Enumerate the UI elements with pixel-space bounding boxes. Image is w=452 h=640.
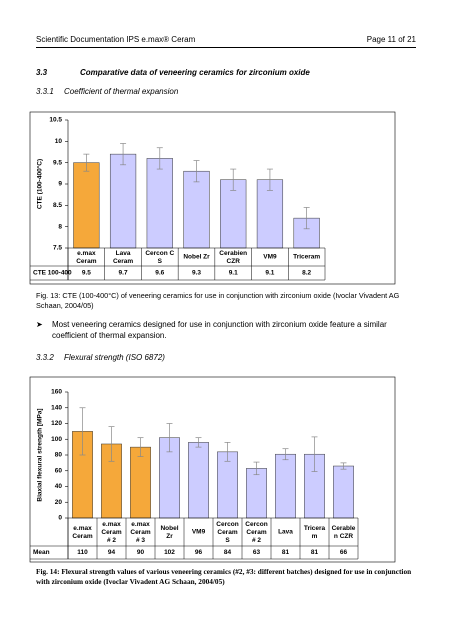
x-tick-label: VM9 xyxy=(263,254,277,261)
value-label: 81 xyxy=(282,549,290,556)
x-tick-label: e.max Ceram # 2 xyxy=(101,521,121,544)
bar xyxy=(146,158,173,249)
x-tick-label: Nobel Zr xyxy=(160,525,178,540)
value-label: 9.7 xyxy=(119,270,128,277)
chart-frame xyxy=(29,111,396,285)
x-tick-label: Cerabien CZR xyxy=(219,250,247,265)
section-number: 3.3 xyxy=(36,68,48,77)
subsection-title: Flexural strength (ISO 6872) xyxy=(64,353,165,362)
x-tick-label: Cerable n CZR xyxy=(332,525,356,540)
bar xyxy=(246,468,267,519)
value-label: 63 xyxy=(253,549,261,556)
value-label: 8.2 xyxy=(302,270,311,277)
bar xyxy=(73,162,100,249)
y-tick-label: 20 xyxy=(55,499,63,506)
y-tick-label: 7.5 xyxy=(53,245,62,252)
chart-frame xyxy=(29,376,396,563)
header-page: Page 11 of 21 xyxy=(366,35,416,44)
y-tick-label: 120 xyxy=(51,420,62,427)
bullet-mark: ➤ xyxy=(36,320,43,329)
y-tick-label: 0 xyxy=(58,515,62,522)
subsection-title: Coefficient of thermal expansion xyxy=(64,87,179,96)
x-tick-label: e.max Ceram xyxy=(72,525,92,540)
caption: Fig. 14: Flexural strength values of var… xyxy=(36,567,412,586)
value-label: 66 xyxy=(340,549,348,556)
value-label: 84 xyxy=(224,549,232,556)
header-title: Scientific Documentation IPS e.max® Cera… xyxy=(36,35,196,44)
value-label: 90 xyxy=(137,549,145,556)
bar xyxy=(333,465,354,519)
subsection-number: 3.3.2 xyxy=(36,353,54,362)
y-axis-label: CTE (100-400°C) xyxy=(36,159,44,209)
y-tick-label: 10 xyxy=(55,138,63,145)
row-label: CTE 100-400 xyxy=(33,270,72,277)
bar xyxy=(217,451,238,519)
bar xyxy=(183,170,210,249)
bar xyxy=(188,442,209,519)
x-tick-label: Nobel Zr xyxy=(183,254,210,261)
y-tick-label: 40 xyxy=(55,483,63,490)
value-label: 9.1 xyxy=(265,270,274,277)
y-tick-label: 10.5 xyxy=(49,117,62,124)
value-label: 9.5 xyxy=(82,270,91,277)
x-tick-label: Lava Ceram xyxy=(113,250,133,265)
y-tick-label: 9 xyxy=(58,181,62,188)
caption: Fig. 13: CTE (100-400°C) of veneering ce… xyxy=(36,291,400,310)
row-label: Mean xyxy=(33,549,50,556)
bar xyxy=(130,446,151,519)
value-label: 96 xyxy=(195,549,203,556)
x-tick-label: e.max Ceram # 3 xyxy=(130,521,150,544)
value-label: 110 xyxy=(77,549,88,556)
y-tick-label: 140 xyxy=(51,404,62,411)
bar xyxy=(109,153,137,249)
x-tick-label: Lava xyxy=(278,529,293,536)
y-tick-label: 9.5 xyxy=(53,159,62,166)
value-label: 94 xyxy=(108,549,116,556)
section-title: Comparative data of veneering ceramics f… xyxy=(80,68,310,77)
y-axis-label: Biaxial flexural strength [MPa] xyxy=(37,408,44,501)
bullet-text: Most veneering ceramics designed for use… xyxy=(52,320,387,340)
subsection-number: 3.3.1 xyxy=(36,87,54,96)
value-label: 102 xyxy=(164,549,175,556)
y-tick-label: 160 xyxy=(51,389,62,396)
x-tick-label: Cercon Ceram S xyxy=(216,521,238,544)
bar xyxy=(275,453,296,519)
y-tick-label: 8 xyxy=(58,223,62,230)
x-tick-label: e.max Ceram xyxy=(76,250,96,265)
y-tick-label: 8.5 xyxy=(53,202,62,209)
value-label: 9.6 xyxy=(155,270,164,277)
value-label: 81 xyxy=(311,549,319,556)
x-tick-label: Cercon Ceram # 2 xyxy=(245,521,267,544)
value-label: 9.3 xyxy=(192,270,201,277)
header-rule xyxy=(36,47,416,48)
y-tick-label: 80 xyxy=(55,452,63,459)
value-label: 9.1 xyxy=(229,270,238,277)
bar xyxy=(256,179,284,249)
y-tick-label: 100 xyxy=(51,436,62,443)
y-tick-label: 60 xyxy=(55,467,63,474)
x-tick-label: Triceram xyxy=(293,254,320,261)
x-tick-label: VM9 xyxy=(192,529,206,536)
